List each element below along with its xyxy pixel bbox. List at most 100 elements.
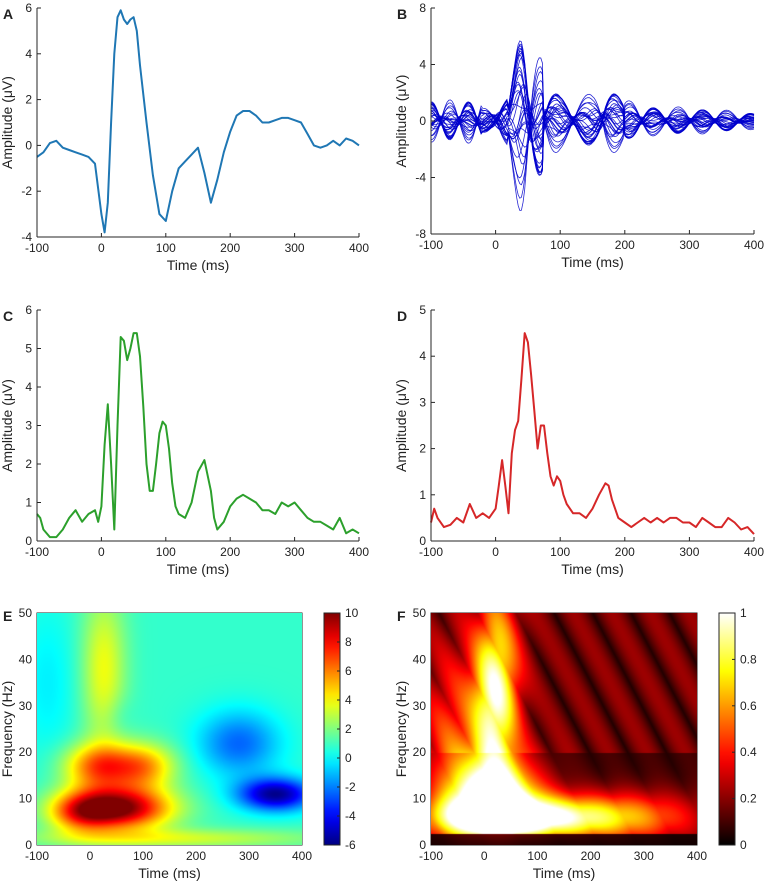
colorbar-tick-label: -2 — [345, 780, 356, 794]
x-tick-label: -100 — [419, 238, 443, 252]
series-line — [36, 9, 360, 234]
channel-waveform — [430, 47, 755, 173]
x-axis-label: Time (ms) — [533, 865, 595, 881]
y-tick-label: 10 — [19, 792, 33, 806]
y-tick-label: 40 — [413, 652, 427, 666]
channel-waveform — [430, 66, 755, 199]
y-axis-label: Frequency (Hz) — [393, 681, 409, 777]
colorbar — [718, 612, 736, 846]
colorbar-tick-label: 0.8 — [740, 652, 757, 666]
x-tick-label: 0 — [98, 241, 105, 255]
panel-a: -100 0 100 200 300 400 -4 -2 0 2 4 6 Time (ms) Amplit… — [0, 1, 369, 273]
x-tick-label: 100 — [133, 849, 153, 863]
colorbar-tick-label: 8 — [345, 635, 352, 649]
x-tick-label: 200 — [581, 849, 601, 863]
channel-waveform — [430, 93, 755, 148]
y-tick-label: 4 — [419, 58, 426, 72]
x-axis-label: Time (ms) — [561, 254, 623, 270]
y-tick-label: 40 — [19, 652, 33, 666]
x-tick-label: 300 — [679, 545, 699, 559]
x-tick-label: -100 — [419, 849, 443, 863]
y-tick-label: 10 — [413, 792, 427, 806]
channel-waveform — [430, 44, 755, 173]
y-tick-label: 30 — [413, 699, 427, 713]
channel-waveform — [430, 69, 755, 151]
y-tick-label: 3 — [419, 395, 426, 409]
x-tick-label: 300 — [634, 849, 654, 863]
x-tick-label: 100 — [550, 238, 570, 252]
x-tick-label: 0 — [481, 849, 488, 863]
channel-waveform — [430, 83, 755, 142]
x-tick-label: 200 — [220, 545, 240, 559]
heatmap-f-canvas — [431, 613, 697, 845]
y-tick-label: 6 — [25, 303, 32, 317]
panel-label: D — [397, 308, 407, 324]
x-tick-label: 400 — [687, 849, 707, 863]
channel-waveform — [430, 93, 755, 139]
y-axis-label: Amplitude (μV) — [393, 379, 409, 472]
channel-waveform — [431, 43, 755, 174]
y-tick-label: 0 — [419, 114, 426, 128]
x-tick-label: 300 — [239, 849, 259, 863]
colorbar-tick-label: 0 — [740, 838, 747, 852]
x-tick-label: 100 — [527, 849, 547, 863]
y-axis-label: Amplitude (μV) — [393, 75, 409, 168]
y-tick-label: 0 — [419, 534, 426, 548]
y-tick-label: 0 — [419, 838, 426, 852]
x-axis-label: Time (ms) — [167, 257, 229, 273]
y-tick-label: 3 — [25, 419, 32, 433]
panel-label: A — [3, 6, 13, 22]
colorbar-tick-label: 4 — [345, 693, 352, 707]
y-tick-label: 4 — [25, 380, 32, 394]
colorbar-tick-label: 2 — [345, 722, 352, 736]
x-tick-label: 300 — [285, 241, 305, 255]
y-tick-label: -4 — [415, 171, 426, 185]
x-tick-label: 100 — [156, 545, 176, 559]
channel-waveform — [430, 53, 755, 164]
x-tick-label: 0 — [492, 545, 499, 559]
y-tick-label: 0 — [25, 138, 32, 152]
x-tick-label: 100 — [156, 241, 176, 255]
y-tick-label: -8 — [415, 227, 426, 241]
series-line — [36, 332, 360, 539]
x-tick-label: 100 — [550, 545, 570, 559]
y-tick-label: 5 — [25, 342, 32, 356]
channel-waveform — [430, 40, 755, 176]
y-tick-label: -2 — [21, 184, 32, 198]
colorbar-tick-label: 1 — [740, 606, 747, 620]
channel-waveform — [430, 57, 755, 211]
x-tick-label: 200 — [615, 238, 635, 252]
x-tick-label: 0 — [87, 849, 94, 863]
panel-label: E — [3, 608, 12, 624]
y-tick-label: 2 — [419, 442, 426, 456]
x-axis-label: Time (ms) — [561, 561, 623, 577]
heatmap-e-canvas — [37, 613, 302, 845]
colorbar-tick-label: -6 — [345, 838, 356, 852]
y-tick-label: 50 — [19, 606, 33, 620]
colorbar-tick-label: 0 — [345, 751, 352, 765]
colorbar-tick-label: 0.6 — [740, 699, 757, 713]
x-tick-label: 400 — [349, 545, 369, 559]
channel-waveform — [431, 48, 755, 176]
panel-label: B — [397, 6, 407, 22]
y-axis-label: Frequency (Hz) — [0, 681, 15, 777]
y-tick-label: 4 — [25, 47, 32, 61]
colorbar-tick-label: 10 — [345, 606, 359, 620]
y-tick-label: 20 — [19, 745, 33, 759]
series-line — [430, 332, 755, 535]
y-tick-label: 1 — [419, 488, 426, 502]
y-tick-label: 5 — [419, 303, 426, 317]
panel-b: -100 0 100 200 300 400 -8 -4 0 4 8 Time (ms) Amplitu… — [393, 1, 764, 270]
x-tick-label: 400 — [292, 849, 312, 863]
y-tick-label: 1 — [25, 496, 32, 510]
panel-label: C — [3, 308, 13, 324]
channel-waveform — [430, 90, 755, 148]
x-tick-label: 300 — [285, 545, 305, 559]
x-tick-label: 400 — [744, 238, 764, 252]
y-tick-label: 0 — [25, 534, 32, 548]
colorbar-tick-label: 6 — [345, 664, 352, 678]
